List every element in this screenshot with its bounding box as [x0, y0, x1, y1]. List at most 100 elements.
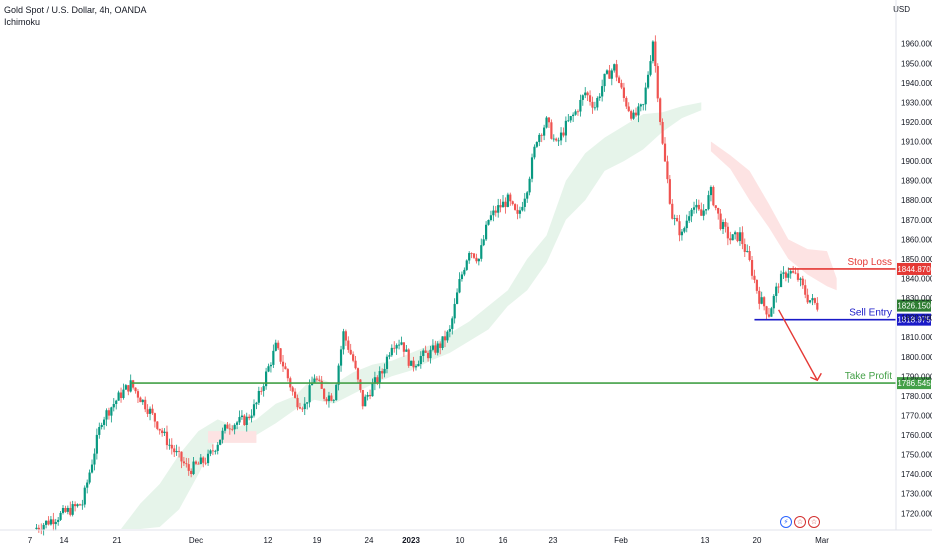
- candle-body: [141, 399, 144, 403]
- take-profit-price-text: 1786.545: [897, 379, 931, 388]
- price-tick-label: 1790.000: [901, 372, 932, 381]
- candle-body: [738, 232, 742, 242]
- candle-body: [434, 345, 437, 353]
- candle-body: [243, 415, 246, 425]
- candle-body: [233, 424, 236, 430]
- candle-body: [678, 221, 681, 236]
- candle-body: [729, 238, 732, 241]
- candle-body: [52, 519, 55, 525]
- candle-body: [366, 394, 369, 397]
- candle-body: [105, 410, 108, 420]
- candle-body: [368, 394, 372, 397]
- candle-body: [659, 98, 662, 122]
- candle-body: [712, 186, 715, 206]
- candle-body: [668, 179, 671, 204]
- candle-body: [93, 453, 96, 465]
- candle-body: [42, 524, 45, 531]
- candle-body: [165, 431, 169, 446]
- price-tick-label: 1730.000: [901, 490, 932, 499]
- candle-body: [221, 430, 224, 440]
- candle-body: [364, 396, 367, 407]
- candle-body: [393, 347, 396, 349]
- candle-body: [758, 290, 761, 304]
- candle-body: [407, 349, 410, 366]
- candle-body: [743, 244, 746, 252]
- candle-body: [103, 419, 106, 425]
- candle-body: [717, 207, 720, 214]
- candle-body: [443, 336, 447, 341]
- candle-body: [615, 64, 618, 78]
- candle-body: [88, 472, 91, 483]
- price-tick-label: 1940.000: [901, 79, 932, 88]
- candle-body: [458, 279, 461, 293]
- candle-body: [518, 210, 522, 214]
- candle-body: [750, 259, 754, 276]
- candle-body: [376, 377, 379, 383]
- candle-body: [250, 415, 253, 419]
- candle-body: [400, 342, 403, 345]
- candle-body: [66, 507, 69, 512]
- candle-body: [680, 231, 684, 236]
- candle-body: [625, 97, 628, 107]
- candle-body: [264, 371, 268, 387]
- candle-body: [816, 302, 819, 310]
- candle-body: [777, 286, 780, 288]
- lightning-icon[interactable]: ⚡: [780, 516, 792, 528]
- candle-body: [59, 512, 62, 520]
- candle-body: [736, 232, 739, 242]
- candle-body: [381, 371, 384, 374]
- currency-label[interactable]: USD: [893, 5, 910, 14]
- candle-body: [801, 278, 804, 286]
- candle-body: [422, 350, 425, 357]
- price-tick-label: 1910.000: [901, 138, 932, 147]
- price-tick-label: 1840.000: [901, 275, 932, 284]
- candle-body: [644, 87, 647, 105]
- candle-body: [598, 96, 601, 99]
- candle-body: [789, 271, 792, 274]
- candle-body: [799, 278, 802, 280]
- candle-body: [228, 428, 231, 430]
- candle-body: [726, 226, 729, 239]
- candle-body: [294, 391, 297, 398]
- candle-body: [110, 407, 113, 416]
- candle-body: [255, 402, 258, 405]
- indicator-label[interactable]: Ichimoku: [4, 17, 41, 27]
- candle-body: [76, 504, 79, 507]
- candle-body: [286, 369, 289, 379]
- candle-body: [603, 73, 606, 87]
- candle-body: [709, 186, 713, 196]
- price-tick-label: 1770.000: [901, 411, 932, 420]
- candle-body: [373, 377, 376, 384]
- candle-body: [700, 209, 703, 216]
- us-flag-icon[interactable]: ☆: [794, 516, 806, 528]
- candle-body: [501, 201, 505, 208]
- time-tick-label: 2023: [402, 536, 420, 545]
- candle-body: [78, 504, 82, 506]
- candle-body: [528, 178, 531, 193]
- price-tick-label: 1930.000: [901, 98, 932, 107]
- candle-body: [37, 527, 40, 530]
- ichimoku-cloud-layer: [121, 102, 837, 530]
- candle-body: [168, 444, 171, 446]
- candle-body: [685, 220, 688, 229]
- candle-body: [197, 463, 200, 465]
- candle-body: [95, 434, 98, 454]
- candle-body: [388, 355, 391, 357]
- candle-body: [497, 205, 500, 213]
- candle-body: [327, 395, 331, 402]
- candle-body: [772, 295, 775, 309]
- us-flag-icon[interactable]: ☆: [808, 516, 820, 528]
- candle-body: [139, 397, 142, 403]
- time-tick-label: Dec: [189, 536, 203, 545]
- candle-body: [199, 457, 202, 465]
- candle-body: [395, 345, 398, 349]
- candle-body: [755, 279, 758, 291]
- candle-body: [637, 106, 640, 116]
- candle-body: [385, 356, 389, 369]
- candle-body: [661, 121, 664, 144]
- candle-body: [451, 318, 454, 329]
- candle-body: [439, 343, 442, 348]
- candle-body: [465, 260, 468, 270]
